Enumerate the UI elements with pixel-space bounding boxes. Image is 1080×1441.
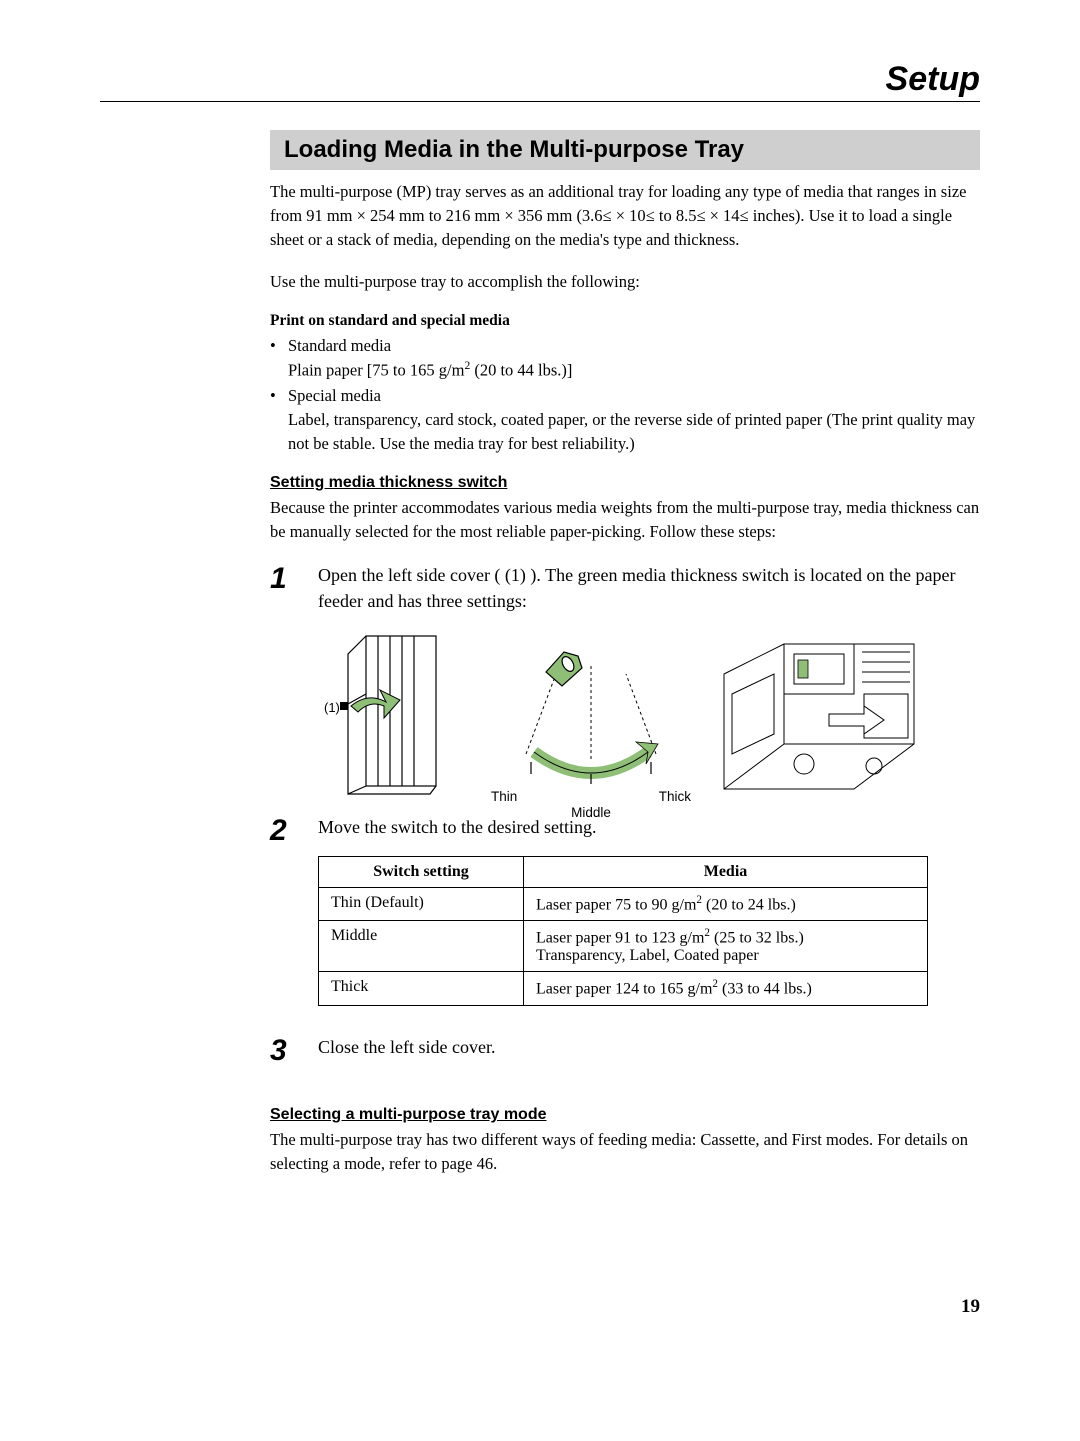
tick-thick: Thick: [659, 789, 691, 804]
step-text: Open the left side cover ( (1) ). The gr…: [318, 562, 980, 614]
table-row: Middle Laser paper 91 to 123 g/m2 (25 to…: [319, 921, 928, 972]
table-header: Switch setting: [319, 856, 524, 887]
tick-thin: Thin: [491, 789, 517, 804]
bullet-icon: •: [270, 384, 288, 408]
table-row: Thin (Default) Laser paper 75 to 90 g/m2…: [319, 887, 928, 920]
intro-paragraph-1: The multi-purpose (MP) tray serves as an…: [270, 180, 980, 252]
page: Setup Loading Media in the Multi-purpose…: [0, 0, 1080, 1358]
bullet-subtext: Plain paper [75 to 165 g/m2 (20 to 44 lb…: [288, 358, 980, 382]
running-head: Setup: [100, 60, 980, 102]
bullet-text: Special media: [288, 384, 980, 408]
subhead-print-media: Print on standard and special media: [270, 312, 980, 330]
bullet-subtext: Label, transparency, card stock, coated …: [288, 408, 980, 456]
step-number: 3: [270, 1036, 318, 1066]
figure-left-cover: (1): [318, 624, 468, 804]
mode-paragraph: The multi-purpose tray has two different…: [270, 1128, 980, 1176]
table-header: Media: [524, 856, 928, 887]
table-cell: Thick: [319, 972, 524, 1005]
step-2: 2 Move the switch to the desired setting…: [270, 814, 980, 846]
step-1: 1 Open the left side cover ( (1) ). The …: [270, 562, 980, 614]
main-content: Loading Media in the Multi-purpose Tray …: [270, 130, 980, 1176]
figure-thickness-switch: (1): [318, 624, 980, 804]
figure-callout-1: (1): [324, 700, 340, 715]
table-cell: Thin (Default): [319, 887, 524, 920]
intro-paragraph-2: Use the multi-purpose tray to accomplish…: [270, 270, 980, 294]
bullet-icon: •: [270, 334, 288, 358]
tick-middle: Middle: [571, 805, 611, 820]
bullet-text: Standard media: [288, 334, 980, 358]
table-header-row: Switch setting Media: [319, 856, 928, 887]
figure-printer-interior: [714, 634, 924, 804]
step-text: Move the switch to the desired setting.: [318, 814, 980, 846]
media-bullet-list: • Standard media Plain paper [75 to 165 …: [270, 334, 980, 456]
figure-tick-labels: Thin Thick Middle: [491, 789, 691, 804]
table-row: Thick Laser paper 124 to 165 g/m2 (33 to…: [319, 972, 928, 1005]
figure-switch-lever: Thin Thick Middle: [486, 634, 696, 804]
table-cell: Laser paper 124 to 165 g/m2 (33 to 44 lb…: [524, 972, 928, 1005]
step-number: 1: [270, 564, 318, 614]
list-item: • Standard media Plain paper [75 to 165 …: [270, 334, 980, 382]
step-text: Close the left side cover.: [318, 1034, 980, 1066]
table-cell: Laser paper 91 to 123 g/m2 (25 to 32 lbs…: [524, 921, 928, 972]
table-cell: Middle: [319, 921, 524, 972]
page-number: 19: [100, 1296, 980, 1318]
heading-thickness-switch: Setting media thickness switch: [270, 474, 980, 492]
heading-tray-mode: Selecting a multi-purpose tray mode: [270, 1106, 980, 1124]
step-number: 2: [270, 816, 318, 846]
section-title: Loading Media in the Multi-purpose Tray: [270, 130, 980, 170]
step-3: 3 Close the left side cover.: [270, 1034, 980, 1066]
thickness-intro: Because the printer accommodates various…: [270, 496, 980, 544]
list-item: • Special media Label, transparency, car…: [270, 384, 980, 456]
switch-settings-table: Switch setting Media Thin (Default) Lase…: [318, 856, 928, 1006]
table-cell: Laser paper 75 to 90 g/m2 (20 to 24 lbs.…: [524, 887, 928, 920]
